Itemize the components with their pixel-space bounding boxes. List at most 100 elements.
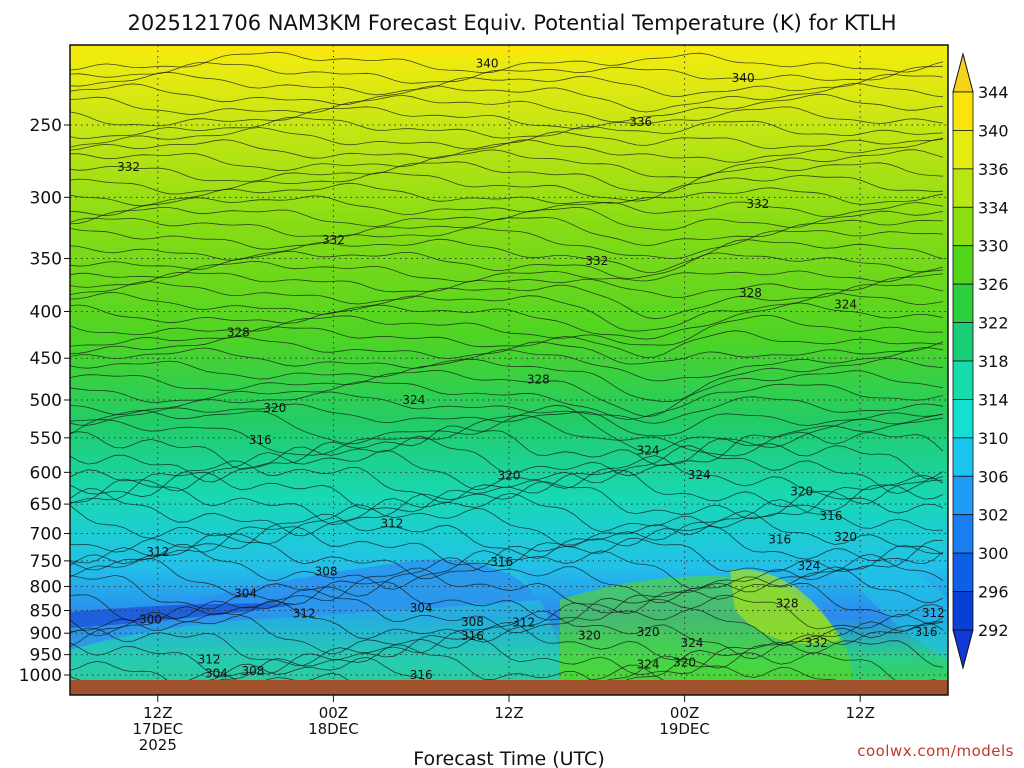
credit-link[interactable]: coolwx.com/models bbox=[857, 742, 1014, 760]
contour-label: 328 bbox=[527, 373, 550, 387]
grid bbox=[70, 45, 948, 695]
colorbar-segment bbox=[952, 283, 974, 323]
contour-label: 308 bbox=[315, 564, 338, 578]
contour-line bbox=[70, 621, 944, 669]
contour-line bbox=[70, 478, 944, 525]
y-tick-label: 350 bbox=[30, 249, 62, 269]
contour-label: 324 bbox=[798, 559, 821, 573]
right-cool-pocket bbox=[860, 560, 948, 660]
colorbar: 344 340 336 334 330 326 322 318 314 310 306 302 300 2… bbox=[952, 52, 1009, 670]
contour-label: 316 bbox=[490, 555, 513, 569]
y-tick-label: 1000 bbox=[19, 666, 62, 686]
contour-line bbox=[70, 580, 944, 622]
y-tick-label: 950 bbox=[30, 646, 62, 666]
contour-line bbox=[70, 445, 944, 495]
y-tick-label: 600 bbox=[30, 463, 62, 483]
y-axis: 2503003504004505005506006507007508008509… bbox=[19, 116, 70, 686]
colorbar-tick-label: 302 bbox=[978, 506, 1009, 525]
contour-label: 312 bbox=[198, 653, 221, 667]
x-tick-label: 00Z bbox=[319, 704, 348, 722]
contour-line bbox=[70, 634, 944, 678]
contour-line bbox=[70, 82, 944, 113]
contour-labels: 340 340 336 332 332 332 332 328 328 328 324 324 324 3… bbox=[117, 56, 945, 682]
contour-line bbox=[70, 588, 944, 637]
colorbar-segment bbox=[952, 591, 974, 631]
contour-label: 312 bbox=[380, 517, 403, 531]
contour-line bbox=[70, 62, 944, 84]
contour-label: 324 bbox=[402, 393, 425, 407]
contour-line bbox=[70, 553, 944, 604]
contour-label: 320 bbox=[498, 469, 521, 483]
contour-lines bbox=[70, 51, 944, 695]
contour-label: 304 bbox=[410, 601, 433, 615]
contour-line bbox=[70, 314, 944, 346]
colorbar-tick-label: 326 bbox=[978, 275, 1009, 294]
colorbar-segment bbox=[952, 475, 974, 516]
contour-label: 324 bbox=[637, 658, 660, 672]
contour-line bbox=[70, 250, 944, 280]
y-tick-label: 300 bbox=[30, 188, 62, 208]
top-warm-band bbox=[70, 45, 770, 56]
x-tick-label: 00Z bbox=[670, 704, 699, 722]
colorbar-tick-label: 306 bbox=[978, 467, 1009, 486]
y-tick-label: 800 bbox=[30, 577, 62, 597]
warmest-pocket bbox=[730, 569, 840, 644]
colorbar-segment bbox=[952, 360, 974, 400]
y-tick-label: 550 bbox=[30, 429, 62, 449]
x-tick-label: 19DEC bbox=[659, 720, 710, 738]
contour-label: 332 bbox=[117, 160, 140, 174]
contour-label: 324 bbox=[637, 444, 660, 458]
contour-label: 316 bbox=[915, 625, 938, 639]
contour-label: 312 bbox=[293, 606, 316, 620]
contour-line bbox=[70, 533, 944, 580]
contour-label: 320 bbox=[790, 485, 813, 499]
contour-line bbox=[70, 106, 944, 130]
contour-label: 324 bbox=[834, 297, 857, 311]
contour-line bbox=[70, 137, 944, 163]
colorbar-segment bbox=[952, 91, 974, 131]
y-tick-label: 250 bbox=[30, 116, 62, 136]
contour-label: 316 bbox=[768, 533, 791, 547]
contour-line bbox=[70, 51, 944, 74]
contour-line bbox=[70, 357, 944, 403]
y-tick-label: 750 bbox=[30, 552, 62, 572]
contour-label: 332 bbox=[585, 254, 608, 268]
x-tick-label: 12Z bbox=[494, 704, 523, 722]
contour-line bbox=[70, 403, 944, 437]
colorbar-max-arrow bbox=[952, 52, 974, 93]
contour-line bbox=[70, 610, 944, 660]
colorbar-tick-label: 340 bbox=[978, 121, 1009, 140]
contour-line bbox=[70, 499, 944, 547]
contour-label: 308 bbox=[241, 664, 264, 678]
contour-label: 340 bbox=[476, 56, 499, 70]
contour-label: 320 bbox=[263, 401, 286, 415]
contour-line bbox=[70, 415, 944, 457]
colorbar-tick-label: 292 bbox=[978, 621, 1009, 640]
plot-field bbox=[70, 45, 948, 695]
colorbar-segment bbox=[952, 245, 974, 285]
y-tick-label: 700 bbox=[30, 524, 62, 544]
contour-line bbox=[70, 161, 944, 194]
contour-label: 312 bbox=[922, 606, 945, 620]
contour-line bbox=[70, 543, 944, 590]
contour-line bbox=[70, 182, 944, 207]
x-tick-label: 12Z bbox=[846, 704, 875, 722]
x-tick-label: 2025 bbox=[139, 736, 177, 754]
x-tick-label: 18DEC bbox=[308, 720, 359, 738]
contour-label: 304 bbox=[234, 586, 257, 600]
contour-line bbox=[70, 171, 944, 202]
contour-label: 328 bbox=[739, 286, 762, 300]
contour-line bbox=[70, 566, 944, 615]
contour-line bbox=[70, 326, 944, 359]
x-axis-title: Forecast Time (UTC) bbox=[413, 748, 604, 768]
contour-line bbox=[70, 381, 944, 420]
contour-line bbox=[70, 271, 944, 298]
contour-line bbox=[70, 71, 944, 98]
contour-label: 312 bbox=[146, 545, 169, 559]
contour-line bbox=[70, 195, 944, 218]
contour-line bbox=[70, 93, 944, 123]
colorbar-tick-label: 334 bbox=[978, 198, 1009, 217]
contour-label: 312 bbox=[512, 615, 535, 629]
contour-line bbox=[70, 217, 944, 247]
